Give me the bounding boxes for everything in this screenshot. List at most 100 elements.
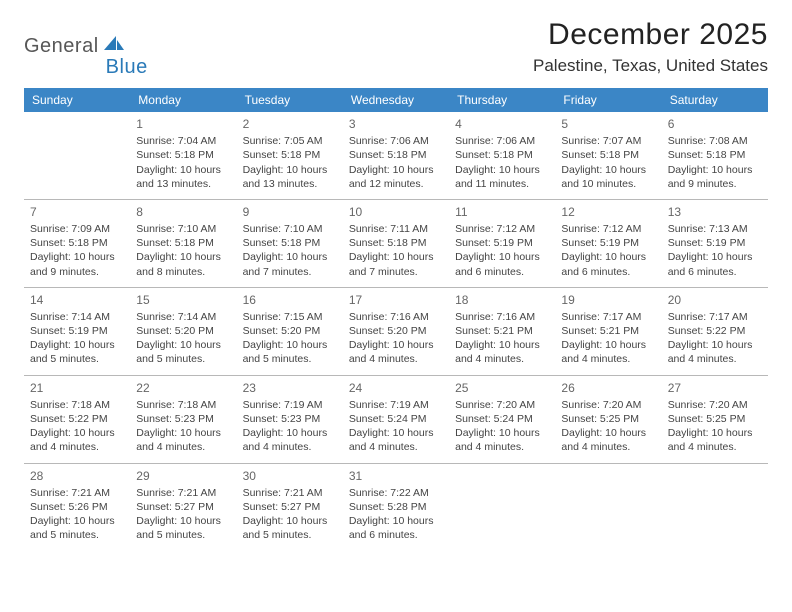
- day-number: 12: [561, 204, 655, 220]
- sunrise-line: Sunrise: 7:09 AM: [30, 222, 124, 236]
- calendar-day-cell: 15Sunrise: 7:14 AMSunset: 5:20 PMDayligh…: [130, 287, 236, 375]
- calendar-table: SundayMondayTuesdayWednesdayThursdayFrid…: [24, 88, 768, 550]
- calendar-day-cell: 22Sunrise: 7:18 AMSunset: 5:23 PMDayligh…: [130, 375, 236, 463]
- sunset-line: Sunset: 5:18 PM: [455, 148, 549, 162]
- header: General Blue December 2025 Palestine, Te…: [24, 18, 768, 76]
- calendar-day-cell: 13Sunrise: 7:13 AMSunset: 5:19 PMDayligh…: [662, 199, 768, 287]
- sunrise-line: Sunrise: 7:12 AM: [561, 222, 655, 236]
- page-title: December 2025: [533, 18, 768, 52]
- sunrise-line: Sunrise: 7:10 AM: [136, 222, 230, 236]
- sunset-line: Sunset: 5:24 PM: [349, 412, 443, 426]
- calendar-day-cell: 16Sunrise: 7:15 AMSunset: 5:20 PMDayligh…: [237, 287, 343, 375]
- calendar-day-cell: 14Sunrise: 7:14 AMSunset: 5:19 PMDayligh…: [24, 287, 130, 375]
- sunrise-line: Sunrise: 7:18 AM: [30, 398, 124, 412]
- sunset-line: Sunset: 5:22 PM: [668, 324, 762, 338]
- sunrise-line: Sunrise: 7:16 AM: [349, 310, 443, 324]
- daylight-line: Daylight: 10 hours and 4 minutes.: [668, 426, 762, 454]
- daylight-line: Daylight: 10 hours and 4 minutes.: [243, 426, 337, 454]
- calendar-empty-cell: [449, 463, 555, 550]
- calendar-day-cell: 5Sunrise: 7:07 AMSunset: 5:18 PMDaylight…: [555, 112, 661, 199]
- sunset-line: Sunset: 5:18 PM: [30, 236, 124, 250]
- day-number: 23: [243, 380, 337, 396]
- day-number: 10: [349, 204, 443, 220]
- day-number: 29: [136, 468, 230, 484]
- calendar-day-cell: 27Sunrise: 7:20 AMSunset: 5:25 PMDayligh…: [662, 375, 768, 463]
- daylight-line: Daylight: 10 hours and 8 minutes.: [136, 250, 230, 278]
- sunrise-line: Sunrise: 7:22 AM: [349, 486, 443, 500]
- sunset-line: Sunset: 5:23 PM: [243, 412, 337, 426]
- daylight-line: Daylight: 10 hours and 5 minutes.: [136, 338, 230, 366]
- day-number: 2: [243, 116, 337, 132]
- sunset-line: Sunset: 5:21 PM: [455, 324, 549, 338]
- sunrise-line: Sunrise: 7:21 AM: [243, 486, 337, 500]
- day-number: 7: [30, 204, 124, 220]
- calendar-row: 1Sunrise: 7:04 AMSunset: 5:18 PMDaylight…: [24, 112, 768, 199]
- sunrise-line: Sunrise: 7:21 AM: [30, 486, 124, 500]
- daylight-line: Daylight: 10 hours and 5 minutes.: [243, 514, 337, 542]
- sunrise-line: Sunrise: 7:18 AM: [136, 398, 230, 412]
- daylight-line: Daylight: 10 hours and 5 minutes.: [136, 514, 230, 542]
- day-number: 25: [455, 380, 549, 396]
- daylight-line: Daylight: 10 hours and 5 minutes.: [30, 338, 124, 366]
- sunrise-line: Sunrise: 7:08 AM: [668, 134, 762, 148]
- sunset-line: Sunset: 5:21 PM: [561, 324, 655, 338]
- daylight-line: Daylight: 10 hours and 4 minutes.: [455, 426, 549, 454]
- sunrise-line: Sunrise: 7:19 AM: [243, 398, 337, 412]
- sunset-line: Sunset: 5:23 PM: [136, 412, 230, 426]
- sunset-line: Sunset: 5:18 PM: [243, 148, 337, 162]
- daylight-line: Daylight: 10 hours and 4 minutes.: [561, 426, 655, 454]
- weekday-header: Saturday: [662, 88, 768, 112]
- daylight-line: Daylight: 10 hours and 12 minutes.: [349, 163, 443, 191]
- sunrise-line: Sunrise: 7:21 AM: [136, 486, 230, 500]
- calendar-day-cell: 2 Sunrise: 7:05 AMSunset: 5:18 PMDaylight…: [237, 112, 343, 199]
- sunrise-line: Sunrise: 7:14 AM: [136, 310, 230, 324]
- sunset-line: Sunset: 5:25 PM: [561, 412, 655, 426]
- calendar-day-cell: 6Sunrise: 7:08 AMSunset: 5:18 PMDaylight…: [662, 112, 768, 199]
- calendar-day-cell: 4Sunrise: 7:06 AMSunset: 5:18 PMDaylight…: [449, 112, 555, 199]
- sunset-line: Sunset: 5:18 PM: [136, 236, 230, 250]
- calendar-day-cell: 31Sunrise: 7:22 AMSunset: 5:28 PMDayligh…: [343, 463, 449, 550]
- calendar-day-cell: 30 Sunrise: 7:21 AMSunset: 5:27 PMDayligh…: [237, 463, 343, 550]
- sunrise-line: Sunrise: 7:19 AM: [349, 398, 443, 412]
- sunrise-line: Sunrise: 7:05 AM: [243, 134, 337, 148]
- sunrise-line: Sunrise: 7:15 AM: [243, 310, 337, 324]
- calendar-day-cell: 18Sunrise: 7:16 AMSunset: 5:21 PMDayligh…: [449, 287, 555, 375]
- sunset-line: Sunset: 5:25 PM: [668, 412, 762, 426]
- daylight-line: Daylight: 10 hours and 6 minutes.: [668, 250, 762, 278]
- sunrise-line: Sunrise: 7:06 AM: [349, 134, 443, 148]
- daylight-line: Daylight: 10 hours and 13 minutes.: [243, 163, 337, 191]
- day-number: 14: [30, 292, 124, 308]
- sunrise-line: Sunrise: 7:13 AM: [668, 222, 762, 236]
- logo: General Blue: [24, 24, 148, 69]
- sunrise-line: Sunrise: 7:16 AM: [455, 310, 549, 324]
- calendar-day-cell: 7Sunrise: 7:09 AMSunset: 5:18 PMDaylight…: [24, 199, 130, 287]
- day-number: 13: [668, 204, 762, 220]
- sunrise-line: Sunrise: 7:20 AM: [561, 398, 655, 412]
- calendar-empty-cell: [24, 112, 130, 199]
- day-number: 15: [136, 292, 230, 308]
- calendar-empty-cell: [555, 463, 661, 550]
- sunrise-line: Sunrise: 7:07 AM: [561, 134, 655, 148]
- sunset-line: Sunset: 5:22 PM: [30, 412, 124, 426]
- sunrise-line: Sunrise: 7:17 AM: [561, 310, 655, 324]
- calendar-day-cell: 17Sunrise: 7:16 AMSunset: 5:20 PMDayligh…: [343, 287, 449, 375]
- sunset-line: Sunset: 5:18 PM: [136, 148, 230, 162]
- sunset-line: Sunset: 5:27 PM: [243, 500, 337, 514]
- day-number: 18: [455, 292, 549, 308]
- weekday-header: Sunday: [24, 88, 130, 112]
- day-number: 8: [136, 204, 230, 220]
- day-number: 4: [455, 116, 549, 132]
- day-number: 30: [243, 468, 337, 484]
- day-number: 6: [668, 116, 762, 132]
- sunset-line: Sunset: 5:18 PM: [243, 236, 337, 250]
- sunset-line: Sunset: 5:19 PM: [561, 236, 655, 250]
- calendar-day-cell: 25Sunrise: 7:20 AMSunset: 5:24 PMDayligh…: [449, 375, 555, 463]
- daylight-line: Daylight: 10 hours and 7 minutes.: [349, 250, 443, 278]
- sunset-line: Sunset: 5:26 PM: [30, 500, 124, 514]
- day-number: 5: [561, 116, 655, 132]
- day-number: 11: [455, 204, 549, 220]
- calendar-row: 28Sunrise: 7:21 AMSunset: 5:26 PMDayligh…: [24, 463, 768, 550]
- sunrise-line: Sunrise: 7:20 AM: [668, 398, 762, 412]
- sunset-line: Sunset: 5:27 PM: [136, 500, 230, 514]
- day-number: 17: [349, 292, 443, 308]
